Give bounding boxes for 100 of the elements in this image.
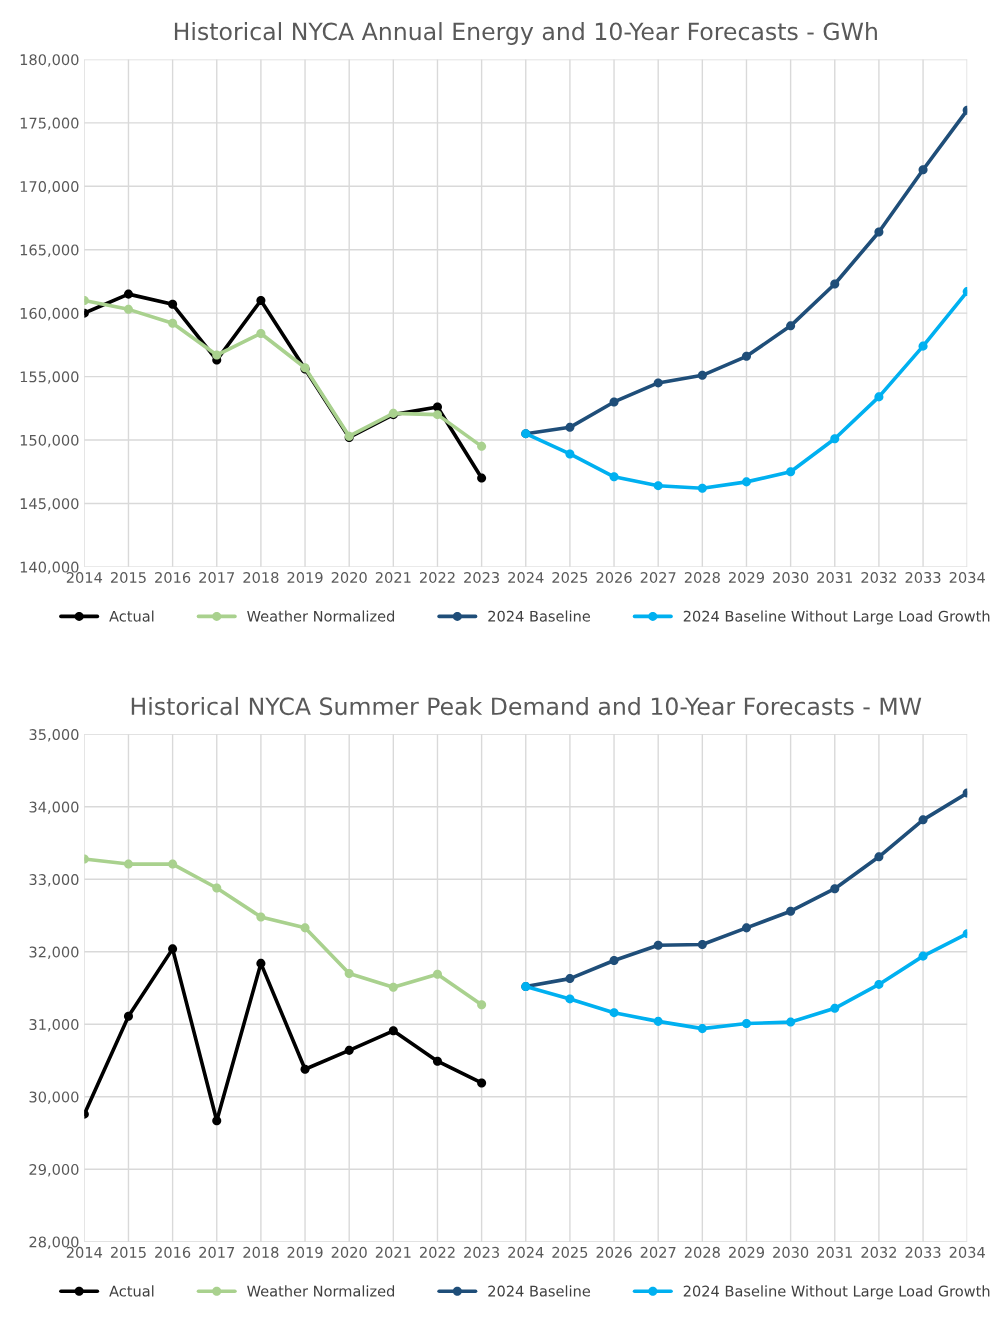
x-tick-label: 2017 [199, 571, 235, 584]
point [918, 341, 928, 351]
y-tick-label: 180,000 [20, 54, 79, 67]
point [609, 955, 619, 965]
x-tick-label: 2020 [331, 1246, 367, 1258]
y-tick-label: 170,000 [20, 181, 79, 194]
point [830, 279, 840, 289]
x-tick-label: 2016 [155, 571, 191, 584]
point [123, 859, 133, 869]
point [697, 940, 707, 950]
point [123, 304, 133, 314]
point [741, 923, 751, 933]
x-tick-label: 2017 [199, 1246, 235, 1258]
point [388, 1026, 398, 1036]
x-tick-label: 2025 [552, 571, 588, 584]
point [874, 227, 884, 237]
legend-label: Actual [109, 1285, 154, 1297]
point [123, 1011, 133, 1021]
point [609, 472, 619, 482]
point [786, 321, 796, 331]
x-tick-label: 2025 [552, 1246, 588, 1258]
point [168, 299, 178, 309]
x-tick-label: 2031 [817, 1246, 852, 1258]
y-tick-label: 29,000 [29, 1163, 79, 1177]
y-tick-label: 140,000 [20, 561, 79, 575]
point [741, 1019, 751, 1029]
point [168, 859, 178, 869]
point [168, 944, 178, 954]
x-tick-label: 2022 [419, 1246, 455, 1258]
x-tick-label: 2018 [243, 571, 279, 584]
y-tick-label: 32,000 [29, 946, 79, 960]
point [786, 1017, 796, 1027]
legend-label: 2024 Baseline [488, 610, 591, 622]
point [477, 473, 487, 483]
point [786, 467, 796, 477]
point [653, 481, 663, 491]
x-tick-label: 2030 [773, 571, 809, 584]
x-tick-label: 2015 [110, 1246, 146, 1258]
legend-label: Weather Normalized [247, 1285, 395, 1297]
point [830, 884, 840, 894]
x-tick-label: 2034 [949, 571, 985, 584]
x-tick-label: 2030 [773, 1246, 809, 1258]
point [565, 422, 575, 432]
y-tick-label: 33,000 [29, 874, 79, 887]
legend-label: Actual [109, 610, 154, 622]
x-tick-label: 2034 [949, 1246, 985, 1258]
point [918, 951, 928, 961]
x-tick-label: 2033 [905, 571, 941, 584]
point [830, 1003, 840, 1013]
point [212, 883, 222, 893]
point [256, 295, 266, 305]
x-tick-label: 2016 [155, 1246, 191, 1258]
x-tick-label: 2027 [640, 571, 676, 584]
point [874, 392, 884, 402]
x-tick-label: 2021 [375, 1246, 411, 1258]
point [388, 982, 398, 992]
legend-label: 2024 Baseline Without Large Load Growth [683, 1285, 990, 1300]
y-tick-label: 145,000 [20, 498, 79, 511]
x-tick-label: 2031 [817, 571, 852, 584]
point [653, 940, 663, 950]
point [123, 289, 133, 299]
point [741, 477, 751, 487]
chart-title: Historical NYCA Summer Peak Demand and 10-Year Forecasts - MW [131, 696, 922, 716]
point [212, 1116, 222, 1126]
point [344, 969, 354, 979]
point [653, 378, 663, 388]
point [565, 994, 575, 1004]
y-tick-label: 160,000 [20, 307, 79, 321]
point [741, 351, 751, 361]
y-tick-label: 150,000 [20, 434, 79, 448]
point [697, 483, 707, 493]
x-tick-label: 2024 [508, 1246, 544, 1258]
x-tick-label: 2018 [243, 1246, 279, 1258]
x-tick-label: 2023 [464, 1246, 499, 1258]
point [697, 1024, 707, 1034]
point [874, 852, 884, 862]
legend-label: Weather Normalized [247, 610, 395, 622]
x-tick-label: 2029 [728, 571, 765, 584]
x-tick-label: 2022 [419, 571, 455, 584]
legend-label: 2024 Baseline Without Large Load Growth [683, 610, 990, 625]
point [432, 969, 442, 979]
x-tick-label: 2026 [596, 571, 632, 584]
x-tick-label: 2024 [508, 571, 544, 584]
point [256, 912, 266, 922]
x-tick-label: 2015 [110, 571, 146, 584]
point [609, 1008, 619, 1018]
point [918, 815, 928, 825]
point [609, 397, 619, 407]
point [300, 923, 310, 933]
point [477, 1078, 487, 1088]
point [786, 906, 796, 916]
point [477, 441, 487, 451]
x-tick-label: 2032 [861, 571, 897, 584]
x-tick-label: 2021 [375, 571, 411, 584]
point [653, 1016, 663, 1026]
x-tick-label: 2019 [287, 1246, 323, 1258]
point [212, 350, 222, 360]
point [168, 318, 178, 328]
point [565, 449, 575, 459]
point [300, 1064, 310, 1074]
